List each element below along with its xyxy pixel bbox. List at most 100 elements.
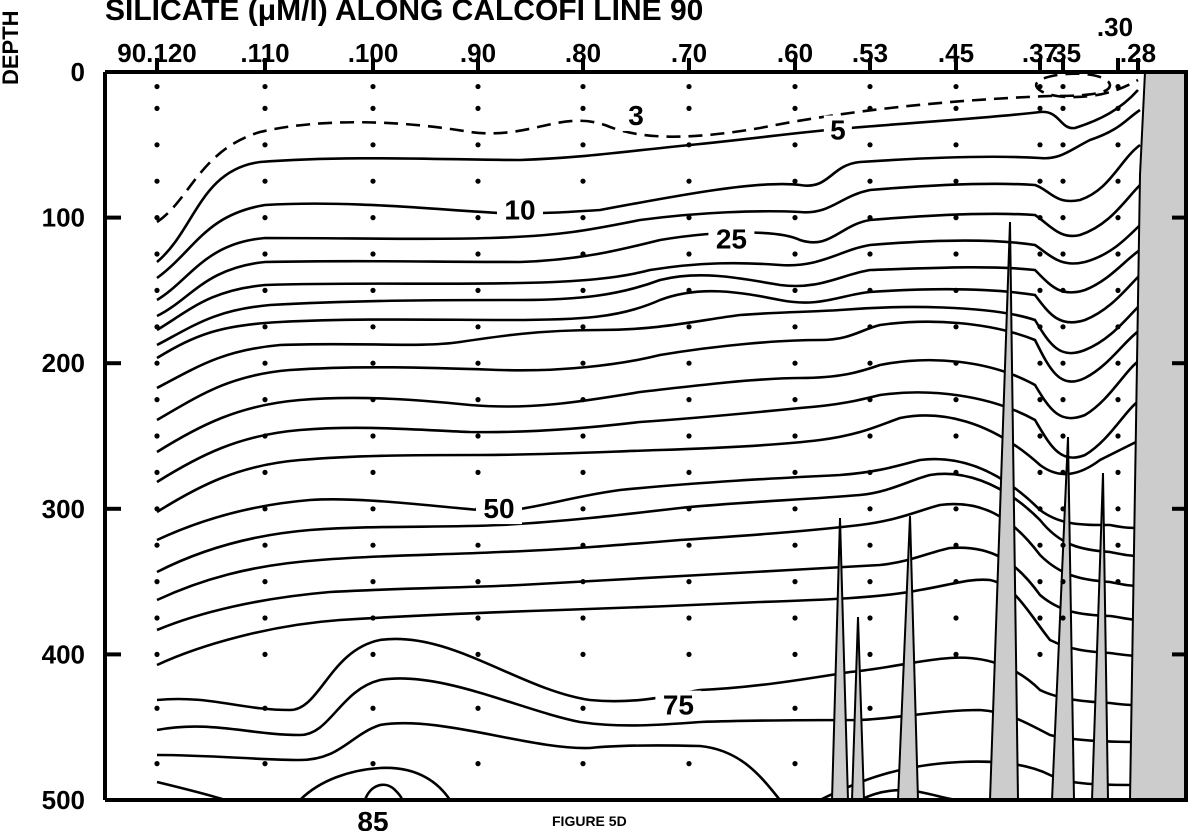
sample-point: [262, 761, 268, 767]
sample-point: [262, 433, 268, 439]
sample-point: [370, 287, 376, 293]
sample-point: [154, 506, 160, 512]
sample-point: [686, 324, 692, 330]
sample-point: [1037, 142, 1043, 148]
contour-75: [156, 637, 1141, 712]
sample-point: [1115, 397, 1121, 403]
sample-point: [686, 506, 692, 512]
contour-60: [156, 502, 1141, 602]
sample-point: [953, 360, 959, 366]
sample-point: [370, 251, 376, 257]
sample-point: [475, 761, 481, 767]
sample-point: [1060, 178, 1066, 184]
sample-point: [792, 705, 798, 711]
y-tick-label: 200: [42, 348, 85, 378]
seamount-1: [830, 517, 850, 801]
sample-point: [580, 433, 586, 439]
sample-point: [792, 651, 798, 658]
sample-point: [953, 83, 959, 90]
sample-point: [475, 251, 481, 257]
sample-point: [686, 651, 692, 658]
sample-point: [154, 615, 160, 621]
sample-point: [1037, 324, 1043, 330]
sample-point: [792, 142, 798, 148]
contour-lines: [156, 72, 1141, 802]
sample-point: [953, 615, 959, 621]
station-label: .53: [852, 38, 888, 68]
contour-65: [156, 546, 1141, 632]
contour-3-dashed: [156, 72, 1139, 224]
sample-point: [370, 761, 376, 767]
station-label: .90: [460, 38, 496, 68]
station-label: .37: [1022, 38, 1058, 68]
contour-labels: 3 5 10 25 50 75 85: [350, 100, 852, 831]
contour-label: 5: [830, 115, 846, 146]
sample-point: [262, 324, 268, 330]
sample-point: [1037, 433, 1043, 439]
contour-label-halo: [622, 100, 650, 131]
sample-point: [154, 360, 160, 366]
sample-point: [1060, 506, 1066, 512]
sample-point: [154, 761, 160, 767]
axes: [103, 70, 1188, 802]
y-tick-label: 0: [71, 57, 85, 87]
station-label: .70: [671, 38, 707, 68]
sample-point: [792, 506, 798, 512]
sample-point: [262, 579, 268, 585]
sample-point: [154, 105, 160, 111]
y-tick-label: 500: [42, 785, 85, 815]
sample-point: [370, 178, 376, 184]
sample-point: [262, 651, 268, 658]
sample-point: [1115, 287, 1121, 293]
y-axis-label: DEPTH: [0, 10, 23, 85]
sample-point: [686, 83, 692, 90]
sample-point: [154, 705, 160, 711]
sample-point: [475, 215, 481, 221]
sample-point: [1060, 215, 1066, 221]
sample-point: [580, 469, 586, 475]
seamount-2: [850, 616, 866, 801]
sample-point: [953, 397, 959, 403]
sample-point: [580, 579, 586, 585]
sample-point: [1037, 215, 1043, 221]
sample-point: [262, 397, 268, 403]
sample-point: [1060, 360, 1066, 366]
sample-point: [1060, 324, 1066, 330]
sample-point: [1115, 360, 1121, 366]
coastal-shelf: [1128, 71, 1188, 801]
sample-point: [1060, 105, 1066, 111]
sample-point: [262, 542, 268, 548]
sample-point: [867, 178, 873, 184]
sample-point: [370, 215, 376, 221]
sample-point: [953, 251, 959, 257]
sample-point: [262, 215, 268, 221]
sample-point: [686, 397, 692, 403]
contour-label-halo: [708, 224, 755, 255]
sample-point: [953, 542, 959, 548]
sample-point: [792, 215, 798, 221]
sample-point: [867, 615, 873, 621]
sample-point: [953, 287, 959, 293]
sample-point: [867, 579, 873, 585]
sample-point: [867, 142, 873, 148]
contour-38: [156, 358, 1141, 454]
contour-30: [156, 304, 1141, 390]
sample-point: [580, 360, 586, 366]
sample-point: [580, 324, 586, 330]
sample-point: [475, 705, 481, 711]
sample-point: [580, 287, 586, 293]
y-ticks: 0 100 200 300 400 500: [42, 57, 1188, 815]
sample-point: [154, 324, 160, 330]
sample-point: [370, 615, 376, 621]
sample-point: [262, 615, 268, 621]
sample-point: [154, 651, 160, 658]
chart-title: SILICATE (μM/l) ALONG CALCOFI LINE 90: [105, 0, 703, 27]
sample-point: [1037, 83, 1043, 90]
sample-point: [370, 142, 376, 148]
sample-point: [370, 506, 376, 512]
sample-point: [475, 287, 481, 293]
sample-point: [1115, 83, 1121, 90]
sample-point: [154, 469, 160, 475]
